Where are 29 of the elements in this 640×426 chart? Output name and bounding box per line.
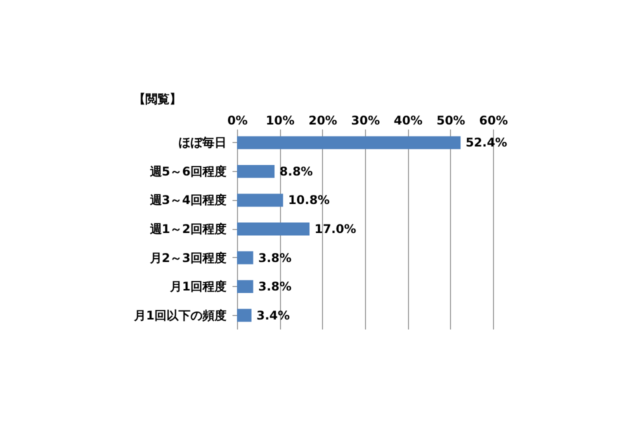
data-label: 52.4% [466,136,508,150]
data-label: 8.8% [280,164,313,178]
y-tick-label: 週3～4回程度 [148,193,226,208]
bar [237,308,252,322]
data-label: 3.4% [256,308,290,322]
y-tick-label: 月2～3回程度 [148,250,226,265]
y-tick-label: ほぼ毎日 [178,136,226,150]
bar [237,194,284,207]
data-label: 10.8% [288,193,330,208]
data-label: 3.8% [258,250,292,265]
y-tick-label: 月1回以下の頻度 [133,308,226,322]
bar [237,222,310,236]
x-tick-label: 20% [308,114,338,128]
x-tick-label: 40% [394,114,423,128]
data-label: 3.8% [258,280,292,294]
y-tick-label: 月1回程度 [169,280,226,294]
chart-title: 【閲覧】 [134,92,182,106]
x-tick-label: 0% [227,114,248,128]
x-tick-label: 30% [351,114,380,128]
x-tick-label: 50% [436,114,466,128]
bar [237,280,254,294]
bar [237,251,254,264]
x-tick-label: 10% [266,114,295,128]
bar [237,136,461,150]
x-tick-label: 60% [479,114,508,128]
data-label: 17.0% [314,222,356,236]
y-tick-label: 週5～6回程度 [148,164,226,178]
y-tick-label: 週1～2回程度 [148,222,226,236]
bar [237,164,275,178]
